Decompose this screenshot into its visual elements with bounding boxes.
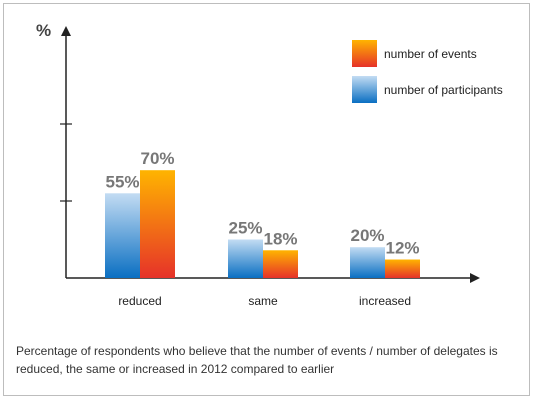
data-label: 12% [385,239,419,258]
legend-label-events: number of events [384,47,477,61]
legend-swatch-participants [352,76,377,103]
bar-increased-events [385,259,420,278]
legend-swatch-events [352,40,377,67]
bar-reduced-events [140,170,175,278]
bar-same-participants [228,239,263,278]
x-tick-label-same: same [248,294,278,308]
bar-same-events [263,250,298,278]
y-axis-arrow [61,26,71,36]
bar-reduced-participants [105,193,140,278]
bar-increased-participants [350,247,385,278]
data-label: 55% [105,172,139,191]
data-label: 20% [350,226,384,245]
x-tick-label-increased: increased [359,294,411,308]
bar-chart: % 55%70% reduced 25%18% same 20%12% increased n… [36,21,503,308]
x-tick-label-reduced: reduced [118,294,161,308]
chart-frame [3,3,530,396]
y-axis-label: % [36,21,51,40]
x-axis-arrow [470,273,480,283]
legend-label-participants: number of participants [384,83,503,97]
data-label: 25% [228,219,262,238]
data-label: 18% [263,229,297,248]
chart-caption: Percentage of respondents who believe th… [16,344,498,376]
data-label: 70% [140,149,174,168]
